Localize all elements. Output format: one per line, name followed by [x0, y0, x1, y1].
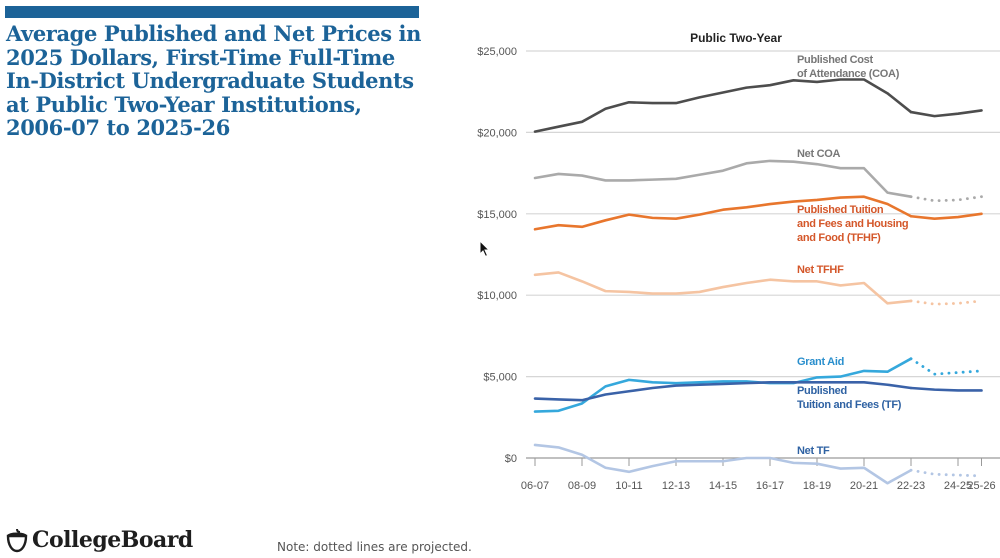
line-chart: Public Two-Year $0 $5,000 $10,000 $15,000 $2…	[477, 31, 1000, 492]
y-tick-label: $10,000	[477, 290, 517, 302]
series-label-tf: Published Tuition and Fees (TF)	[797, 385, 902, 411]
y-tick-label: $5,000	[483, 372, 517, 384]
x-tick-label: 10-11	[615, 480, 642, 492]
series-projection-tf	[909, 386, 983, 392]
mouse-cursor-icon	[479, 240, 491, 258]
acorn-icon	[6, 528, 28, 553]
x-tick-label: 16-17	[756, 480, 784, 492]
logo-text: CollegeBoard	[32, 527, 193, 553]
series-label-tfhf: Published Tuition and Fees and Housing and…	[797, 204, 908, 244]
x-tick-label: 25-26	[967, 480, 995, 492]
series-line-net_tfhf	[533, 271, 913, 305]
chart-title: Public Two-Year	[690, 31, 782, 45]
x-tick-label: 22-23	[897, 480, 925, 492]
footnote: Note: dotted lines are projected.	[277, 540, 472, 554]
series-projection-net_coa	[909, 195, 983, 203]
series-label-net_coa: Net COA	[797, 148, 840, 160]
series-label-coa: Published Cost of Attendance (COA)	[797, 54, 900, 80]
x-tick-label: 18-19	[803, 480, 831, 492]
collegeboard-logo: CollegeBoard	[6, 527, 193, 553]
series-projection-net_tfhf	[909, 299, 983, 306]
series-line-net_coa	[533, 159, 913, 199]
series-label-net_tf: Net TF	[797, 445, 830, 457]
x-tick-label: 12-13	[662, 480, 690, 492]
header-accent-bar	[5, 6, 419, 18]
y-tick-label: $25,000	[477, 46, 517, 58]
series-label-net_tfhf: Net TFHF	[797, 264, 844, 276]
x-tick-label: 08-09	[568, 480, 596, 492]
y-tick-label: $20,000	[477, 127, 517, 139]
x-tick-label: 24-25	[944, 480, 972, 492]
series-lines	[533, 78, 983, 485]
x-tick-label: 20-21	[850, 480, 878, 492]
series-projection-net_tf	[909, 468, 983, 478]
y-tick-label: $0	[505, 453, 517, 465]
series-line-coa	[533, 78, 913, 133]
y-tick-label: $15,000	[477, 209, 517, 221]
series-projection-grant_aid	[909, 357, 983, 376]
x-tick-label: 06-07	[521, 480, 549, 492]
series-projection-tfhf	[909, 212, 983, 220]
series-projection-coa	[909, 109, 983, 118]
grid-lines	[526, 50, 1000, 459]
x-axis-ticks: 06-07 08-09 10-11 12-13 14-15 16-17 18-19 20-21…	[521, 458, 996, 492]
series-line-grant_aid	[533, 357, 913, 413]
y-axis-ticks: $0 $5,000 $10,000 $15,000 $20,000 $25,000	[477, 46, 517, 465]
series-line-net_tf	[533, 443, 913, 485]
series-line-tf	[533, 380, 913, 402]
series-label-grant_aid: Grant Aid	[797, 356, 844, 368]
series-line-tfhf	[533, 195, 913, 231]
x-tick-label: 14-15	[709, 480, 737, 492]
page-title: Average Published and Net Prices in 2025…	[6, 21, 421, 140]
series-labels: Published Cost of Attendance (COA) Net COA…	[797, 54, 909, 457]
